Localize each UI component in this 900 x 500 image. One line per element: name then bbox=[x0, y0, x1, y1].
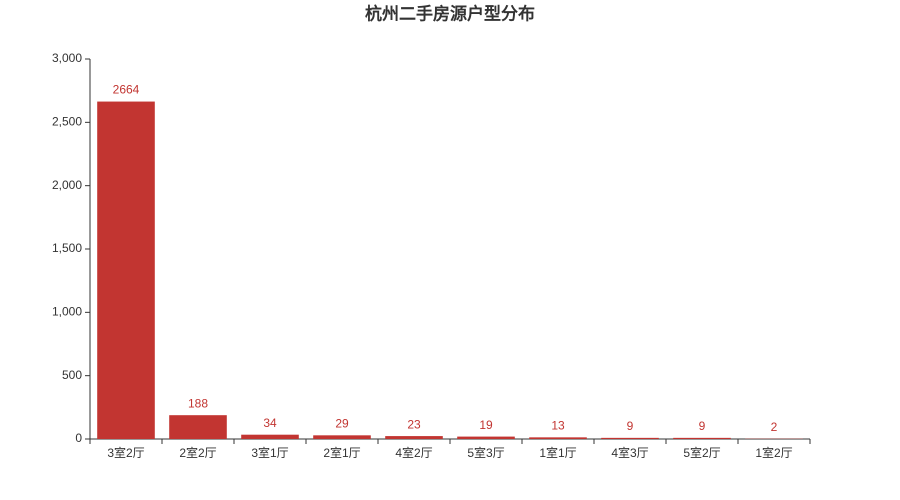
x-tick-label: 1室2厅 bbox=[755, 445, 792, 460]
bar bbox=[457, 436, 515, 439]
bar bbox=[673, 437, 731, 439]
data-label: 2 bbox=[771, 420, 778, 434]
data-label: 9 bbox=[699, 419, 706, 433]
y-tick-label: 0 bbox=[75, 431, 82, 445]
data-label: 2664 bbox=[113, 83, 140, 97]
x-tick-label: 5室2厅 bbox=[683, 445, 720, 460]
data-label: 13 bbox=[551, 419, 565, 433]
y-tick-label: 3,000 bbox=[52, 51, 82, 65]
bar bbox=[313, 435, 371, 439]
y-tick-label: 500 bbox=[62, 368, 82, 382]
y-tick-label: 2,500 bbox=[52, 115, 82, 129]
x-tick-label: 4室3厅 bbox=[611, 445, 648, 460]
bar bbox=[241, 434, 299, 439]
bar bbox=[169, 415, 227, 439]
data-label: 23 bbox=[407, 417, 421, 431]
x-tick-label: 2室1厅 bbox=[323, 445, 360, 460]
y-tick-label: 1,500 bbox=[52, 241, 82, 255]
bar bbox=[601, 437, 659, 439]
y-tick-label: 2,000 bbox=[52, 178, 82, 192]
x-tick-label: 1室1厅 bbox=[539, 445, 576, 460]
y-tick-label: 1,000 bbox=[52, 305, 82, 319]
bar bbox=[385, 436, 443, 439]
data-label: 29 bbox=[335, 416, 349, 430]
x-tick-label: 2室2厅 bbox=[179, 445, 216, 460]
x-tick-label: 3室1厅 bbox=[251, 445, 288, 460]
x-tick-label: 5室3厅 bbox=[467, 445, 504, 460]
x-tick-label: 4室2厅 bbox=[395, 445, 432, 460]
bar bbox=[529, 437, 587, 439]
data-label: 188 bbox=[188, 396, 208, 410]
data-label: 19 bbox=[479, 418, 493, 432]
bar bbox=[97, 101, 155, 439]
chart-title: 杭州二手房源户型分布 bbox=[365, 3, 535, 23]
data-label: 9 bbox=[627, 419, 634, 433]
x-tick-label: 3室2厅 bbox=[107, 445, 144, 460]
data-label: 34 bbox=[263, 416, 277, 430]
